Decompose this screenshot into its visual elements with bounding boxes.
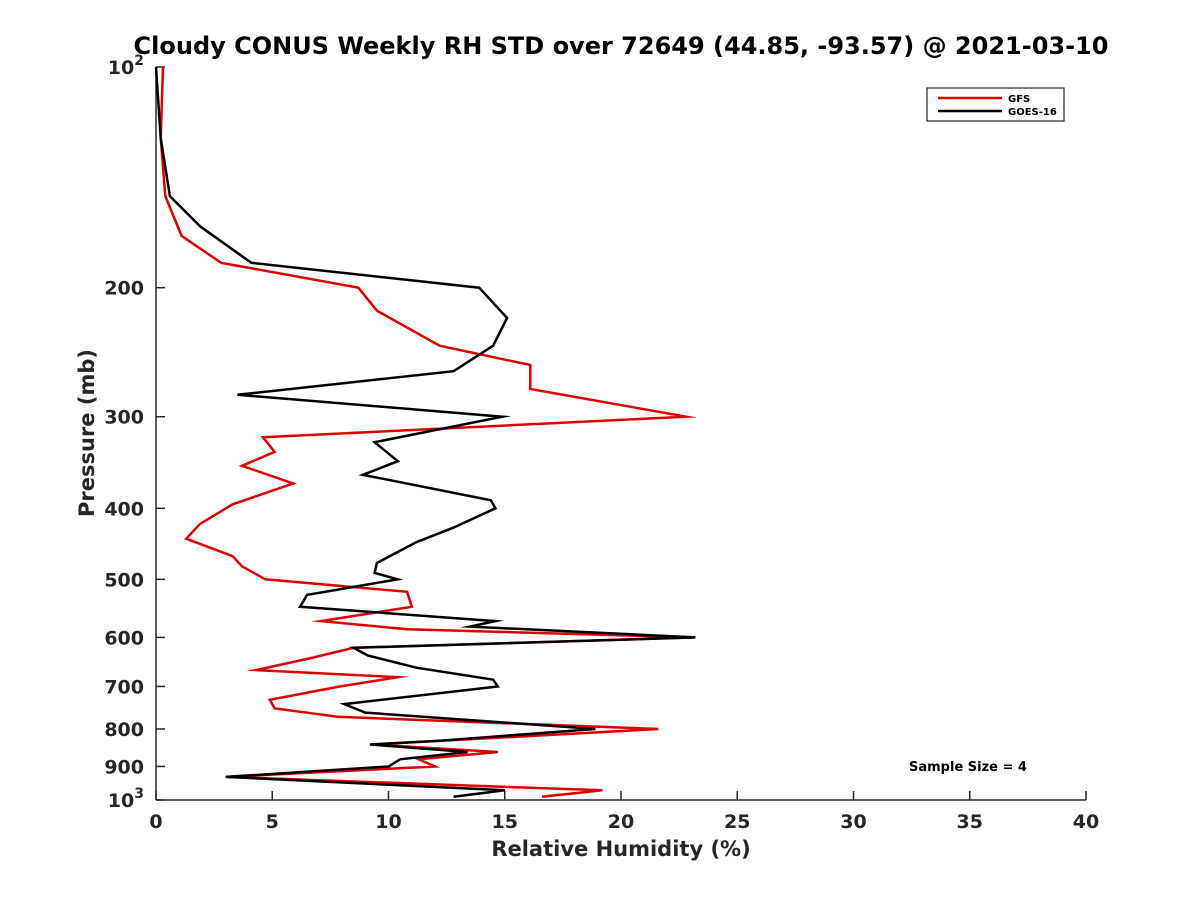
series-line-goes-16: [154, 66, 696, 799]
y-tick-label: 500: [104, 569, 144, 591]
x-tick-label: 30: [840, 811, 866, 833]
x-tick-label: 20: [608, 811, 634, 833]
y-tick-label: 800: [104, 719, 144, 741]
x-axis-label: Relative Humidity (%): [491, 837, 750, 861]
x-tick-label: 35: [957, 811, 983, 833]
y-tick-label: 900: [104, 756, 144, 778]
y-tick-label: 700: [104, 676, 144, 698]
series-line-gfs: [159, 66, 698, 799]
plot-axes: [155, 67, 1086, 801]
y-tick-label: 300: [104, 407, 144, 429]
y-tick-label: 102: [108, 53, 144, 79]
y-tick-label: 400: [104, 498, 144, 520]
x-tick-label: 0: [149, 811, 162, 833]
chart-legend: GFS GOES-16: [926, 87, 1065, 122]
x-tick-label: 25: [724, 811, 750, 833]
series-layer: [154, 66, 698, 799]
sample-size-annotation: Sample Size = 4: [909, 760, 1027, 775]
chart-title: Cloudy CONUS Weekly RH STD over 72649 (4…: [134, 32, 1109, 60]
y-tick-label: 103: [108, 786, 144, 812]
legend-label-goes-16: GOES-16: [1008, 107, 1057, 118]
axis-ticks: 0 5 10 15 20 25 30 35 40 102 200 300 400 500 600 700 800…: [104, 53, 1099, 833]
y-tick-label: 600: [104, 627, 144, 649]
legend-box: [926, 87, 1065, 122]
x-tick-label: 5: [266, 811, 279, 833]
x-tick-label: 40: [1073, 811, 1099, 833]
x-tick-label: 10: [375, 811, 401, 833]
x-tick-label: 15: [492, 811, 518, 833]
y-axis-label: Pressure (mb): [75, 349, 99, 517]
legend-label-gfs: GFS: [1008, 94, 1030, 105]
y-tick-label: 200: [104, 278, 144, 300]
